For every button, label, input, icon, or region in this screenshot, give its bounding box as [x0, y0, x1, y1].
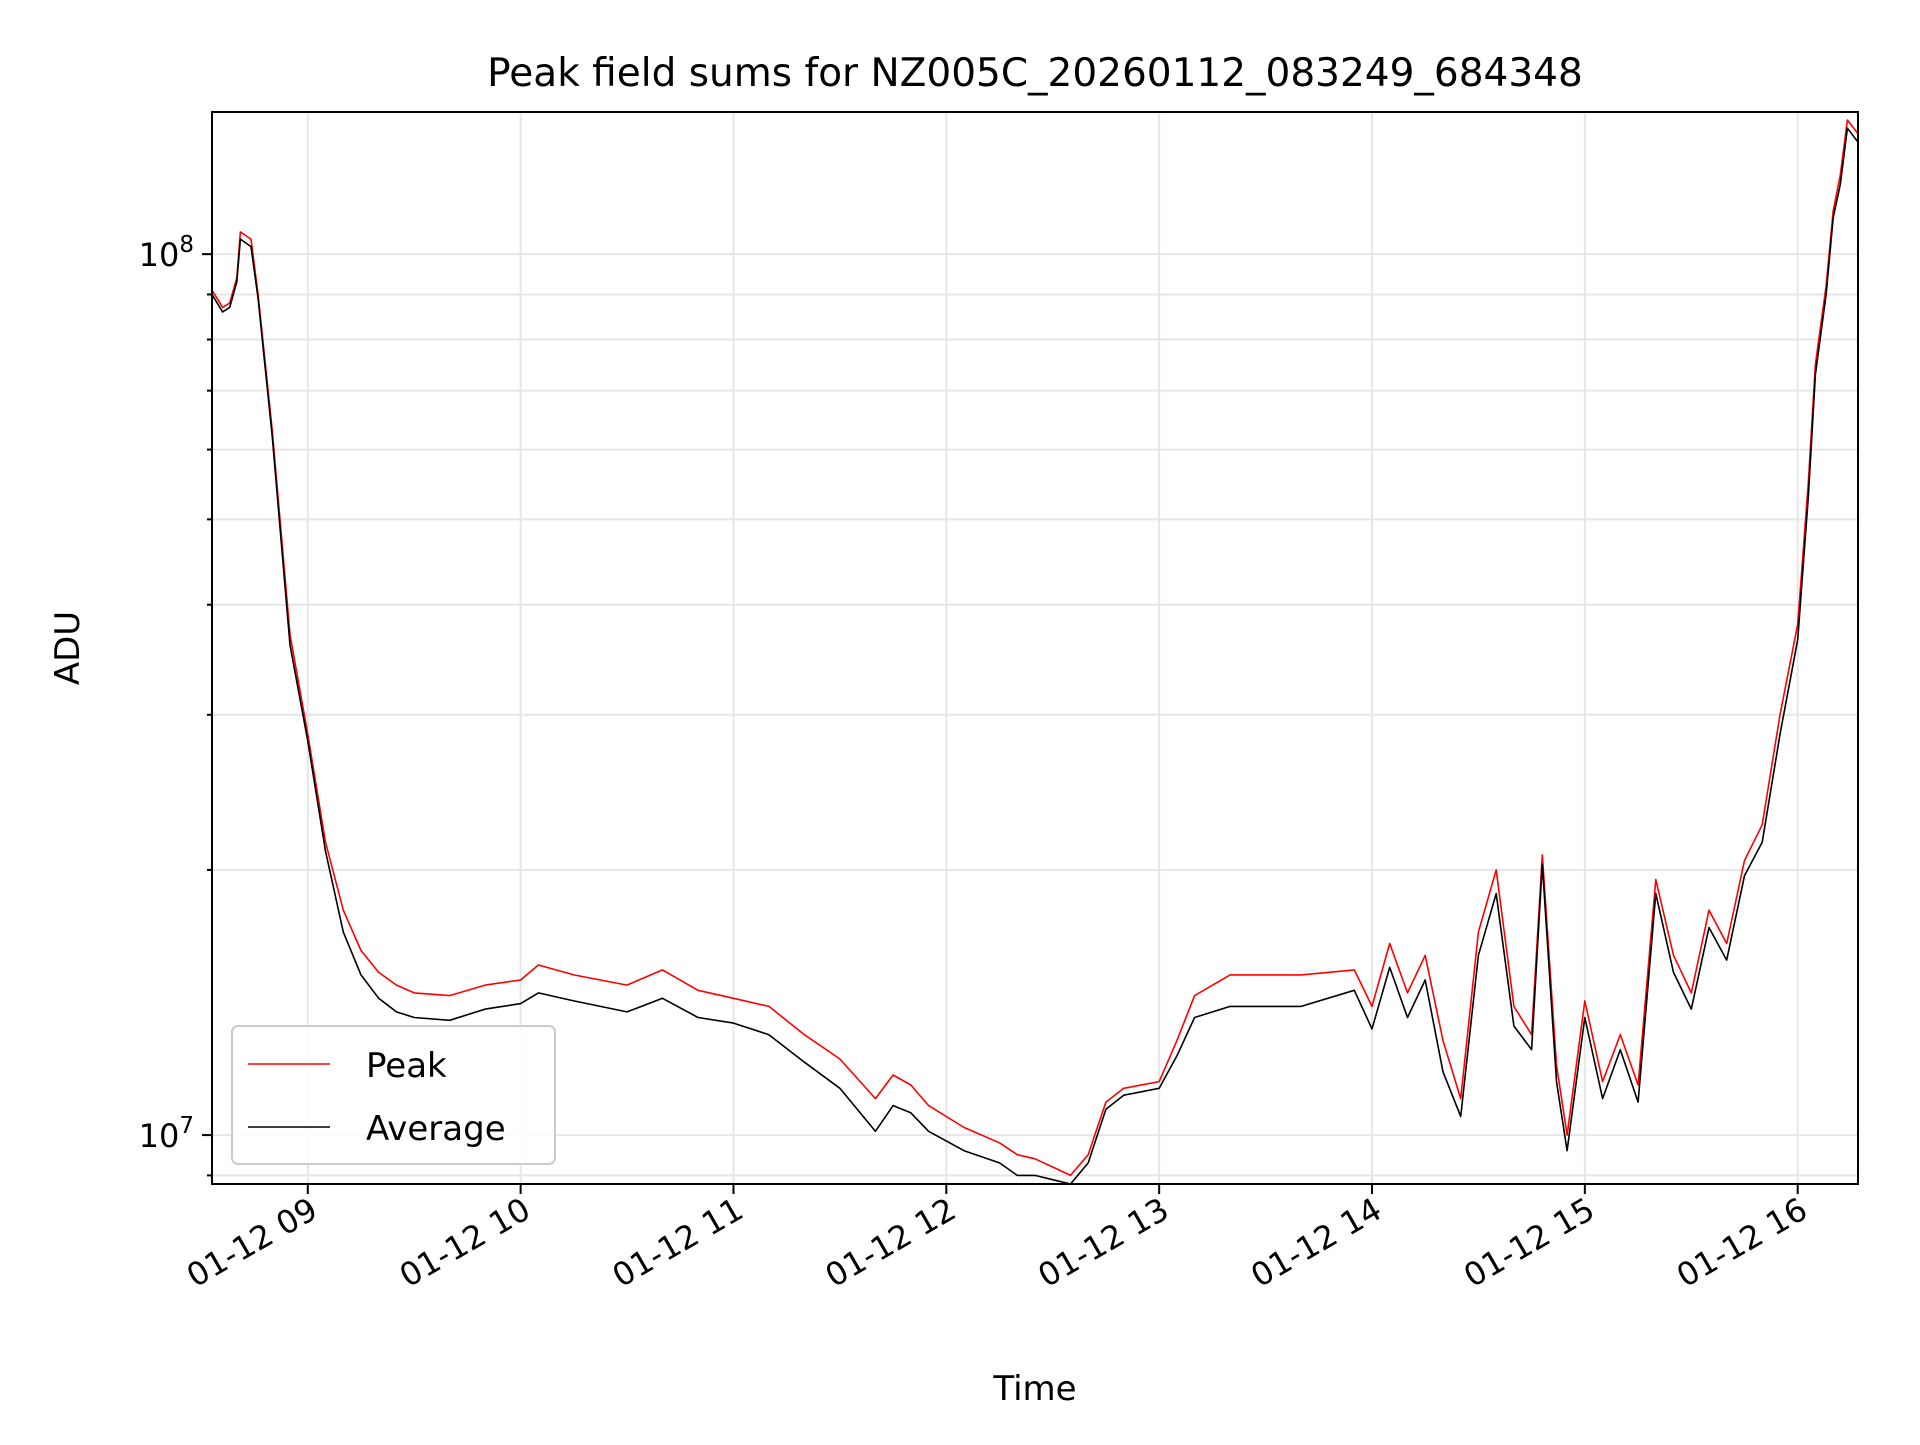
legend-average-label: Average [366, 1109, 506, 1149]
legend-peak-label: Peak [366, 1046, 447, 1086]
y-tick-label-base: 10 [139, 236, 180, 274]
plot-frame [211, 111, 1859, 1185]
series-line-peak [212, 119, 1858, 1177]
legend: Peak Average [231, 1025, 556, 1165]
x-axis-label: Time [992, 1369, 1076, 1409]
y-tick-label-exponent: 8 [179, 232, 194, 258]
series-layer [212, 119, 1858, 1184]
grid [212, 112, 1858, 1184]
y-axis-label: ADU [48, 611, 88, 685]
chart-title: Peak field sums for NZ005C_20260112_0832… [487, 51, 1583, 96]
y-tick-label: 107 [139, 1113, 194, 1155]
series-line-average [212, 127, 1858, 1184]
y-tick-label: 108 [139, 232, 194, 274]
legend-box [231, 1025, 556, 1165]
y-tick-label-base: 10 [139, 1117, 180, 1155]
y-tick-label-exponent: 7 [179, 1113, 194, 1139]
